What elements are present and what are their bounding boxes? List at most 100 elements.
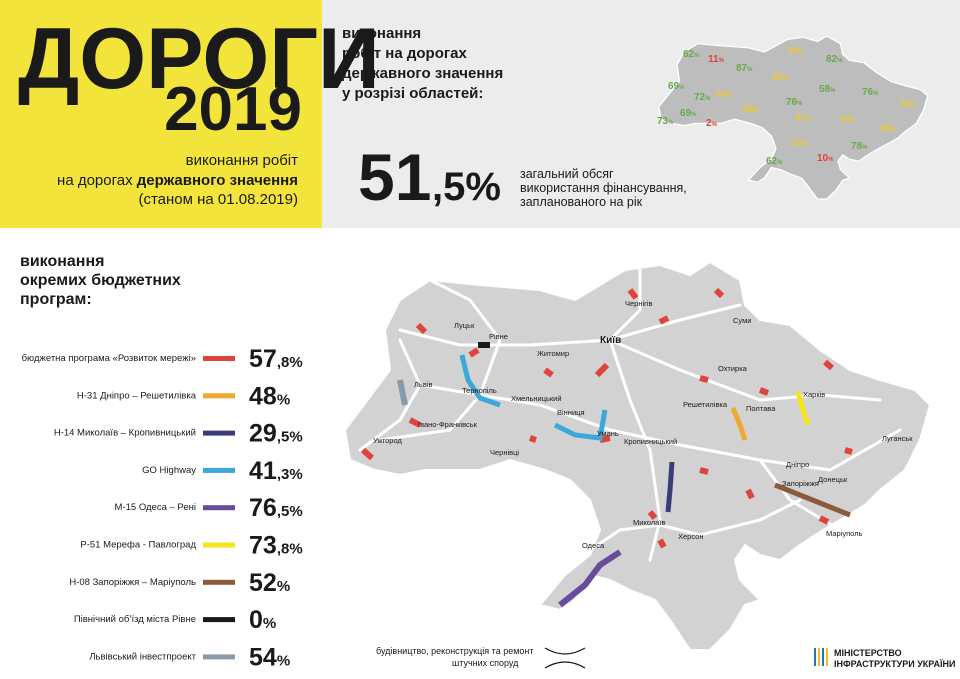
- program-percent: 48%: [249, 382, 290, 410]
- region-label: 58%: [819, 84, 836, 95]
- city-label: Чернігів: [625, 299, 653, 308]
- region-label: 46%: [880, 123, 897, 134]
- subtitle: на дорогах державного значення: [57, 172, 298, 189]
- program-name: GO Highway: [142, 465, 196, 476]
- city-label: Житомир: [537, 349, 569, 358]
- legend-icon: [544, 647, 586, 669]
- city-label: Решетилівка: [683, 400, 728, 409]
- ministry-name: ІНФРАСТРУКТУРИ УКРАЇНИ: [834, 659, 955, 669]
- program-name: Н-14 Миколаїв – Кропивницький: [54, 428, 196, 439]
- city-label: Рівне: [489, 332, 508, 341]
- total-integer: 51: [358, 140, 431, 214]
- summary-heading: робіт на дорогах: [342, 45, 467, 62]
- region-label: 69%: [680, 108, 697, 119]
- programs-heading: програм:: [20, 291, 92, 308]
- city-label: Маріуполь: [826, 529, 863, 538]
- city-label: Запоріжжя: [782, 479, 819, 488]
- region-label: 78%: [851, 141, 868, 152]
- city-label: Івано-Франківськ: [418, 420, 478, 429]
- ministry-logo: [814, 648, 828, 666]
- region-label: 87%: [736, 63, 753, 74]
- total-description: запланованого на рік: [520, 195, 643, 209]
- region-label: 44%: [840, 114, 857, 125]
- title-panel: [0, 0, 322, 228]
- region-label: 2%: [706, 118, 718, 129]
- program-swatch: [203, 542, 235, 548]
- program-percent: 29,5%: [249, 420, 303, 448]
- region-label: 73%: [657, 116, 674, 127]
- city-label: Миколаїв: [633, 518, 665, 527]
- legend-text: будівництво, реконструкція та ремонт: [376, 646, 534, 656]
- subtitle-bold: державного значення: [137, 172, 298, 189]
- program-swatch: [203, 505, 235, 511]
- subtitle: виконання робіт: [186, 152, 299, 169]
- subtitle-part: на дорогах: [57, 172, 133, 189]
- total-fraction: ,5%: [432, 165, 501, 209]
- program-name: Львівський інвестпроект: [89, 651, 196, 662]
- city-label: Полтава: [746, 404, 776, 413]
- city-label: Ужгород: [373, 436, 402, 445]
- programs-heading: виконання: [20, 253, 104, 270]
- subtitle: (станом на 01.08.2019): [138, 191, 298, 208]
- region-label: 56%: [743, 104, 760, 115]
- region-label: 25%: [792, 138, 809, 149]
- city-label: Луганськ: [882, 434, 913, 443]
- city-label: Умань: [597, 429, 619, 438]
- region-label: 82%: [826, 54, 843, 65]
- road-works: [361, 287, 853, 549]
- program-percent: 0%: [249, 606, 276, 634]
- program-swatch: [203, 430, 235, 436]
- city-label: Львів: [414, 380, 432, 389]
- region-label: 35%: [772, 72, 789, 83]
- region-label: 76%: [786, 97, 803, 108]
- legend-text: штучних споруд: [452, 658, 519, 668]
- city-label: Кропивницький: [624, 437, 677, 446]
- city-label: Київ: [600, 335, 621, 346]
- program-swatch: [203, 393, 235, 399]
- program-swatch: [203, 579, 235, 585]
- summary-heading: виконання: [342, 25, 421, 42]
- city-label: Суми: [733, 316, 751, 325]
- city-label: Вінниця: [557, 408, 585, 417]
- region-label: 11%: [708, 54, 725, 65]
- program-swatch: [203, 467, 235, 473]
- program-percent: 52%: [249, 569, 290, 597]
- city-label: Чернівці: [490, 448, 519, 457]
- city-label: Одеса: [582, 541, 605, 550]
- city-label: Дніпро: [786, 460, 809, 469]
- region-label: 44%: [716, 89, 733, 100]
- title: ДОРОГИ: [18, 11, 380, 107]
- summary-heading: державного значення: [342, 65, 503, 82]
- city-label: Охтирка: [718, 364, 748, 373]
- city-label: Харків: [803, 390, 825, 399]
- city-label: Тернопіль: [462, 386, 497, 395]
- region-label: 62%: [766, 156, 783, 167]
- program-percent: 76,5%: [249, 494, 303, 522]
- program-swatch: [203, 617, 235, 623]
- region-label: 69%: [668, 81, 685, 92]
- program-swatch: [203, 654, 235, 660]
- program-name: Н-31 Дніпро – Решетилівка: [77, 390, 197, 401]
- title-year: 2019: [164, 75, 302, 144]
- programs-heading: окремих бюджетних: [20, 272, 181, 289]
- program-name: М-15 Одеса – Рені: [115, 502, 196, 513]
- program-swatch: [203, 356, 235, 361]
- region-label: 47%: [795, 113, 812, 124]
- city-label: Донецьк: [818, 475, 848, 484]
- total-description: використання фінансування,: [520, 181, 687, 195]
- ministry-name: МІНІСТЕРСТВО: [834, 648, 902, 658]
- city-label: Луцьк: [454, 321, 475, 330]
- program-percent: 57,8%: [249, 345, 303, 373]
- summary-heading: у розрізі областей:: [342, 85, 483, 102]
- region-label: 54%: [900, 99, 917, 110]
- program-percent: 54%: [249, 643, 290, 671]
- region-label: 40%: [788, 46, 805, 57]
- city-label: Хмельницький: [511, 394, 562, 403]
- region-label: 76%: [862, 87, 879, 98]
- total-description: загальний обсяг: [520, 167, 614, 181]
- road-map: [344, 261, 931, 651]
- region-label: 72%: [694, 92, 711, 103]
- program-name: Р-51 Мерефа - Павлоград: [80, 540, 196, 551]
